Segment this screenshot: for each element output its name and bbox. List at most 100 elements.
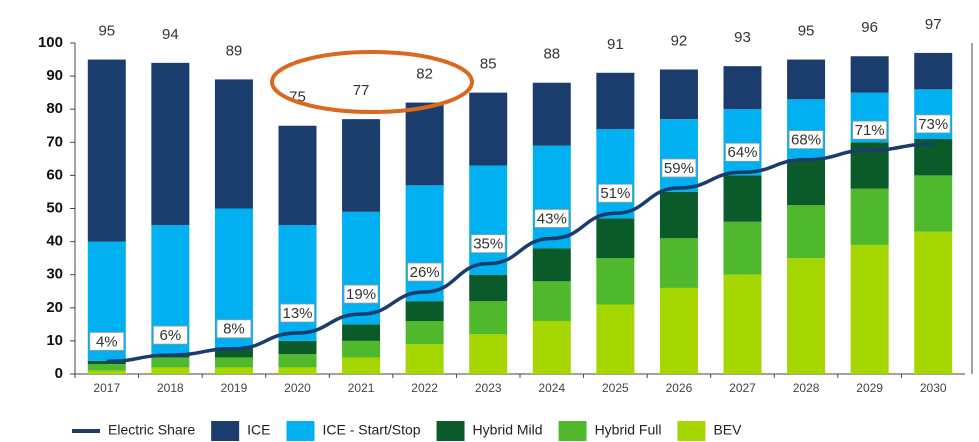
x-tick-label: 2017 (93, 381, 120, 395)
bar-segment (405, 102, 444, 186)
bar-segment (151, 62, 190, 226)
x-tick-label: 2028 (793, 381, 820, 395)
bar-segment (214, 347, 253, 358)
legend-label: ICE - Start/Stop (323, 422, 421, 438)
bar-segment (914, 52, 953, 90)
data-label-box (470, 234, 506, 254)
bar-segment (214, 357, 253, 368)
bar-segment (405, 185, 444, 302)
bar-segment (787, 99, 826, 159)
bar-segment (342, 119, 381, 212)
data-label-box (852, 120, 888, 140)
bar-segment (278, 367, 317, 374)
data-label-box (280, 303, 315, 323)
y-tick-label: 0 (55, 365, 63, 382)
data-label-box (89, 331, 125, 351)
x-tick-label: 2026 (666, 381, 693, 395)
data-label: 26% (407, 262, 443, 282)
bar-segment (278, 225, 317, 341)
total-label: 91 (607, 36, 624, 53)
data-label-box (407, 262, 443, 282)
bar-segment (532, 281, 571, 322)
bar-segment (342, 211, 381, 325)
bar-segment (659, 119, 698, 192)
bar-segment (342, 324, 381, 341)
bar-segment (596, 129, 635, 219)
data-label-text: 8% (223, 321, 245, 338)
total-label: 96 (861, 19, 878, 36)
legend-swatch (286, 421, 315, 441)
bar-segment (723, 109, 762, 176)
x-tick-label: 2022 (411, 381, 438, 395)
bar-segment (532, 82, 571, 146)
total-label: 85 (480, 56, 497, 73)
data-label-text: 19% (346, 286, 376, 303)
bar-segment (405, 321, 444, 345)
bar-segment (723, 175, 762, 222)
bar-segment (469, 334, 508, 374)
total-label: 92 (671, 32, 688, 49)
data-label-text: 64% (727, 144, 757, 161)
x-tick-label: 2020 (284, 381, 311, 395)
bar-segment (342, 340, 381, 358)
y-tick-label: 90 (46, 67, 63, 84)
bar-segment (659, 69, 698, 120)
total-label: 97 (925, 16, 942, 33)
total-label: 93 (734, 29, 751, 46)
x-tick-label: 2025 (602, 381, 629, 395)
bar-segment (278, 340, 317, 355)
data-label: 8% (216, 319, 252, 339)
bar-segment (850, 56, 889, 93)
bar-segment (405, 301, 444, 322)
bar-segment (914, 231, 953, 374)
bar-segment (87, 59, 126, 242)
data-label-text: 26% (410, 264, 440, 281)
legend-swatch (211, 421, 240, 441)
bar-segment (850, 188, 889, 245)
data-label-box (788, 130, 824, 150)
y-tick-label: 50 (46, 199, 63, 216)
data-label-text: 35% (473, 236, 503, 253)
bar-segment (659, 191, 698, 239)
bar-segment (405, 344, 444, 374)
legend-swatch (558, 421, 587, 441)
bar-segment (596, 258, 635, 305)
bar-segment (214, 79, 253, 209)
total-label: 77 (353, 82, 370, 99)
y-tick-label: 10 (46, 332, 63, 349)
data-label-box (725, 142, 760, 162)
y-tick-label: 60 (46, 166, 63, 183)
bar-segment (278, 125, 317, 226)
bar-segment (151, 357, 190, 368)
bar-segment (787, 158, 826, 206)
data-label: 43% (534, 209, 570, 228)
y-tick-label: 40 (46, 233, 63, 250)
bar-segment (469, 92, 508, 166)
data-label-text: 59% (664, 160, 694, 177)
data-label: 68% (788, 130, 824, 150)
legend-label: Hybrid Mild (473, 422, 543, 438)
x-tick-label: 2029 (856, 381, 883, 395)
data-label-text: 51% (600, 185, 630, 202)
data-label-box (534, 209, 570, 228)
bar-segment (87, 370, 126, 374)
legend-swatch (436, 421, 465, 441)
data-label-box (216, 319, 252, 339)
y-tick-label: 80 (46, 100, 63, 117)
x-tick-label: 2027 (729, 381, 756, 395)
bar-segment (787, 59, 826, 100)
data-label-text: 73% (918, 116, 948, 133)
data-label-box (661, 158, 697, 178)
bar-segment (596, 218, 635, 259)
data-label: 13% (280, 303, 315, 323)
total-label: 89 (226, 42, 243, 59)
data-label-text: 13% (282, 305, 312, 322)
bar-segment (787, 205, 826, 259)
y-tick-label: 20 (46, 299, 63, 316)
bar-segment (151, 367, 190, 374)
data-label-box (915, 114, 951, 134)
bar-segment (469, 274, 508, 302)
bar-segment (469, 165, 508, 275)
legend-label: Hybrid Full (595, 422, 662, 438)
total-label: 94 (162, 26, 179, 43)
